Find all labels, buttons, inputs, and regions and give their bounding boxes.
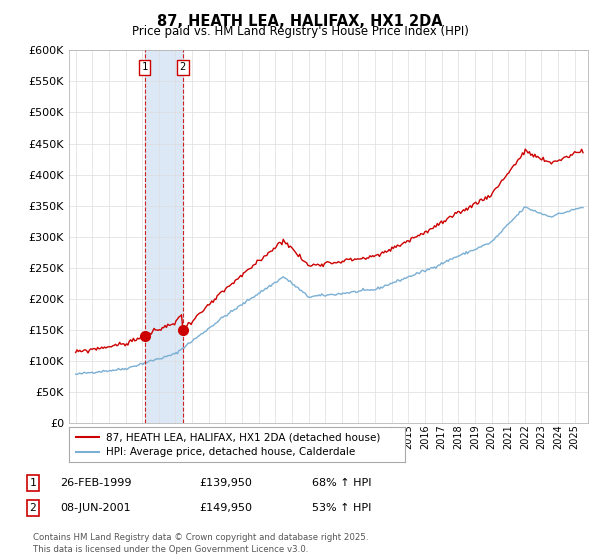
Text: 1: 1 [29, 478, 37, 488]
Text: HPI: Average price, detached house, Calderdale: HPI: Average price, detached house, Cald… [106, 447, 355, 458]
Text: 1: 1 [142, 62, 148, 72]
Text: 68% ↑ HPI: 68% ↑ HPI [312, 478, 371, 488]
Text: 08-JUN-2001: 08-JUN-2001 [60, 503, 131, 513]
Text: 87, HEATH LEA, HALIFAX, HX1 2DA: 87, HEATH LEA, HALIFAX, HX1 2DA [157, 14, 443, 29]
Text: Contains HM Land Registry data © Crown copyright and database right 2025.
This d: Contains HM Land Registry data © Crown c… [33, 533, 368, 554]
Text: 2: 2 [179, 62, 186, 72]
Bar [145, 50, 183, 423]
Text: £149,950: £149,950 [199, 503, 252, 513]
Text: 53% ↑ HPI: 53% ↑ HPI [312, 503, 371, 513]
Text: Price paid vs. HM Land Registry's House Price Index (HPI): Price paid vs. HM Land Registry's House … [131, 25, 469, 38]
Text: £139,950: £139,950 [199, 478, 252, 488]
Text: 26-FEB-1999: 26-FEB-1999 [60, 478, 131, 488]
Text: 87, HEATH LEA, HALIFAX, HX1 2DA (detached house): 87, HEATH LEA, HALIFAX, HX1 2DA (detache… [106, 432, 380, 442]
Text: 2: 2 [29, 503, 37, 513]
